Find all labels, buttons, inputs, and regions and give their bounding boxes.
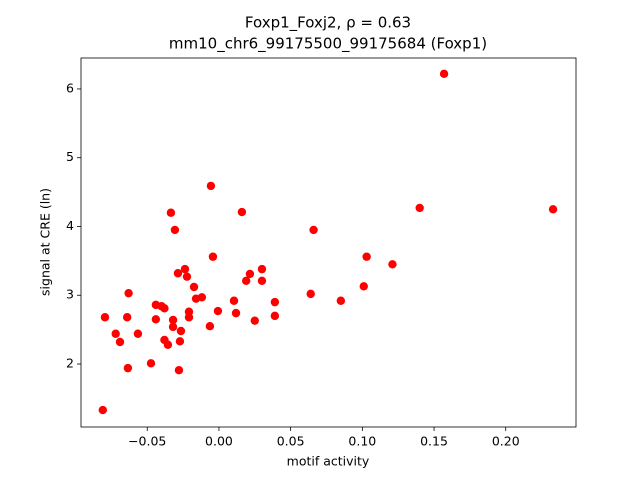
point xyxy=(548,205,558,214)
point xyxy=(206,181,216,191)
point xyxy=(180,264,190,274)
chart-subtitle: mm10_chr6_99175500_99175684 (Foxp1) xyxy=(169,35,487,54)
x-tick-label: −0.05 xyxy=(128,434,166,449)
y-tick-label: 3 xyxy=(66,287,74,302)
plot-frame xyxy=(80,57,577,428)
point xyxy=(231,308,241,318)
point xyxy=(151,315,161,324)
point xyxy=(270,311,280,321)
point xyxy=(170,225,180,235)
point xyxy=(229,296,239,305)
point xyxy=(362,252,371,261)
point xyxy=(213,306,223,316)
point xyxy=(245,269,255,279)
x-tick-label: 0.05 xyxy=(277,434,305,449)
point xyxy=(359,282,368,291)
y-axis-label: signal at CRE (ln) xyxy=(38,188,53,296)
point xyxy=(173,269,183,278)
point xyxy=(306,289,315,299)
point xyxy=(146,359,156,368)
point xyxy=(168,322,178,332)
point xyxy=(388,260,397,269)
point xyxy=(197,293,207,302)
point xyxy=(123,363,133,373)
x-tick-label: 0.20 xyxy=(492,434,520,449)
point xyxy=(415,203,424,213)
point xyxy=(309,225,318,235)
point xyxy=(208,252,218,261)
point xyxy=(182,272,192,281)
x-axis-label: motif activity xyxy=(287,454,370,469)
chart-title: Foxp1_Foxj2, ρ = 0.63 xyxy=(245,14,411,33)
point xyxy=(122,313,132,322)
point xyxy=(163,340,173,349)
y-tick-label: 4 xyxy=(66,218,74,233)
point xyxy=(336,296,346,305)
point xyxy=(237,207,247,217)
point xyxy=(168,315,178,325)
point xyxy=(176,326,186,336)
y-tick-label: 5 xyxy=(66,149,74,164)
point xyxy=(189,282,199,292)
point xyxy=(115,337,125,347)
y-tick-label: 6 xyxy=(66,80,74,95)
point xyxy=(111,329,120,338)
point xyxy=(98,405,107,415)
point xyxy=(270,297,280,307)
point xyxy=(100,313,110,322)
point xyxy=(133,329,143,338)
point xyxy=(184,313,194,322)
point xyxy=(175,337,185,346)
point xyxy=(241,276,251,286)
point xyxy=(174,365,184,375)
point xyxy=(160,304,169,313)
x-tick-label: 0.00 xyxy=(205,434,233,449)
point xyxy=(250,316,259,325)
point xyxy=(257,276,267,286)
point xyxy=(439,69,449,79)
point xyxy=(205,321,215,331)
y-tick-label: 2 xyxy=(66,356,74,371)
point xyxy=(257,264,267,274)
point xyxy=(166,208,176,217)
point xyxy=(124,288,133,298)
x-tick-label: 0.15 xyxy=(420,434,448,449)
x-tick-label: 0.10 xyxy=(348,434,376,449)
